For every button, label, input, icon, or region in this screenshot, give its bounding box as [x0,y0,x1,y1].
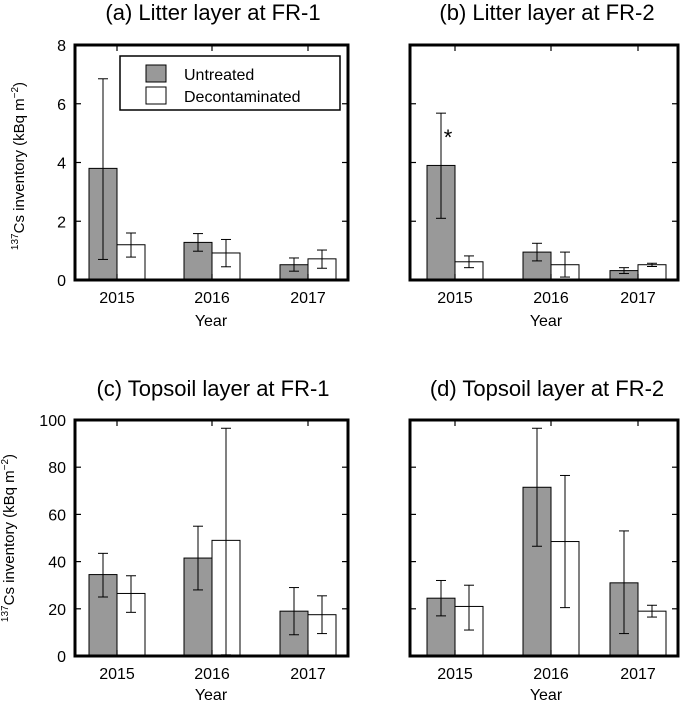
error-bar [532,242,542,262]
x-tick-label: 2016 [533,290,569,307]
panel-d-x-label: Year [530,687,563,703]
error-bar [436,112,446,219]
panel-d-title: (d) Topsoil layer at FR-2 [430,376,664,401]
error-bar [126,575,136,613]
y-label-unit-exponent: −2 [0,458,11,470]
error-bar [98,78,108,260]
y-label-close: ) [11,82,28,87]
panel-b-bars [410,44,678,281]
legend-label-untreated: Untreated [184,67,254,84]
y-label-unit-exponent: −2 [10,86,21,98]
x-tick-label: 2017 [290,290,326,307]
error-bar [619,530,629,635]
panel-b-frame [408,43,680,282]
error-bar [193,525,203,591]
y-tick-label: 6 [57,97,66,114]
x-tick-label: 2015 [99,290,135,307]
error-bar [560,474,570,609]
panel-b-title: (b) Litter layer at FR-2 [439,0,654,25]
error-bar [289,257,299,272]
panel-a-y-label: 137Cs inventory (kBq m−2) [10,82,28,250]
error-bar [532,427,542,547]
error-bar [193,233,203,252]
bar-decontaminated-2017 [637,610,667,657]
panel-d-bars [410,419,678,657]
x-tick-label: 2016 [533,666,569,683]
y-tick-label: 80 [48,460,66,477]
error-bar [647,604,657,618]
x-tick-label: 2016 [194,290,230,307]
panel-a-x-label: Year [195,313,228,330]
error-bar [317,595,327,635]
legend-label-decontaminated: Decontaminated [184,89,301,106]
x-tick-label: 2015 [437,290,473,307]
panel-c-bars [75,419,348,657]
legend: Untreated Decontaminated [119,55,341,111]
legend-swatch-untreated [145,64,167,83]
y-tick-label: 0 [57,273,66,290]
error-bar [647,262,657,267]
panel-c-x-axis: 2015 2016 2017 [99,666,326,683]
y-label-superscript: 137 [0,605,11,622]
panel-a-x-axis: 2015 2016 2017 [99,290,326,307]
x-tick-label: 2015 [437,666,473,683]
panel-c: (c) Topsoil layer at FR-1 0 20 40 60 80 … [0,376,350,703]
panel-c-y-axis: 0 20 40 60 80 100 [39,413,66,666]
y-tick-label: 40 [48,555,66,572]
y-label-close: ) [1,454,18,459]
panel-c-x-label: Year [195,687,228,703]
bar-decontaminated-2017 [637,264,667,281]
y-label-main: Cs inventory (kBq m [11,98,28,233]
panel-d: (d) Topsoil layer at FR-2 2015 2016 2017… [408,376,680,703]
x-tick-label: 2016 [194,666,230,683]
panel-a-bars [75,44,348,281]
panel-a-frame [73,43,350,282]
error-bar [560,251,570,278]
y-tick-label: 8 [57,38,66,55]
x-tick-label: 2015 [99,666,135,683]
y-tick-label: 0 [57,649,66,666]
y-label-main: Cs inventory (kBq m [1,470,18,605]
error-bar [464,584,474,631]
legend-swatch-decontaminated [145,86,167,105]
x-tick-label: 2017 [620,290,656,307]
significance-asterisk: * [444,125,453,150]
panel-b-x-label: Year [530,313,563,330]
panel-c-frame [73,418,350,658]
panel-a-y-axis: 0 2 4 6 8 [57,38,66,290]
error-bar [221,238,231,268]
error-bar [317,249,327,269]
y-tick-label: 60 [48,507,66,524]
y-tick-label: 20 [48,602,66,619]
x-tick-label: 2017 [620,666,656,683]
y-label-superscript: 137 [10,233,21,250]
panel-d-x-axis: 2015 2016 2017 [437,666,656,683]
panel-b: (b) Litter layer at FR-2 2015 2016 2017 … [408,0,680,330]
error-bar [464,255,474,269]
error-bar [98,552,108,598]
panel-c-title: (c) Topsoil layer at FR-1 [96,376,329,401]
panel-b-x-axis: 2015 2016 2017 [437,290,656,307]
y-tick-label: 100 [39,413,66,430]
x-tick-label: 2017 [290,666,326,683]
y-tick-label: 4 [57,156,66,173]
panel-d-frame [408,418,680,658]
error-bar [619,267,629,275]
error-bar [436,579,446,617]
panel-c-y-label: 137Cs inventory (kBq m−2) [0,454,18,622]
panel-a: (a) Litter layer at FR-1 0 2 4 6 8 2015 … [10,0,350,330]
panel-a-title: (a) Litter layer at FR-1 [105,0,320,25]
y-tick-label: 2 [57,214,66,231]
error-bar [126,232,136,258]
error-bar [289,587,299,636]
